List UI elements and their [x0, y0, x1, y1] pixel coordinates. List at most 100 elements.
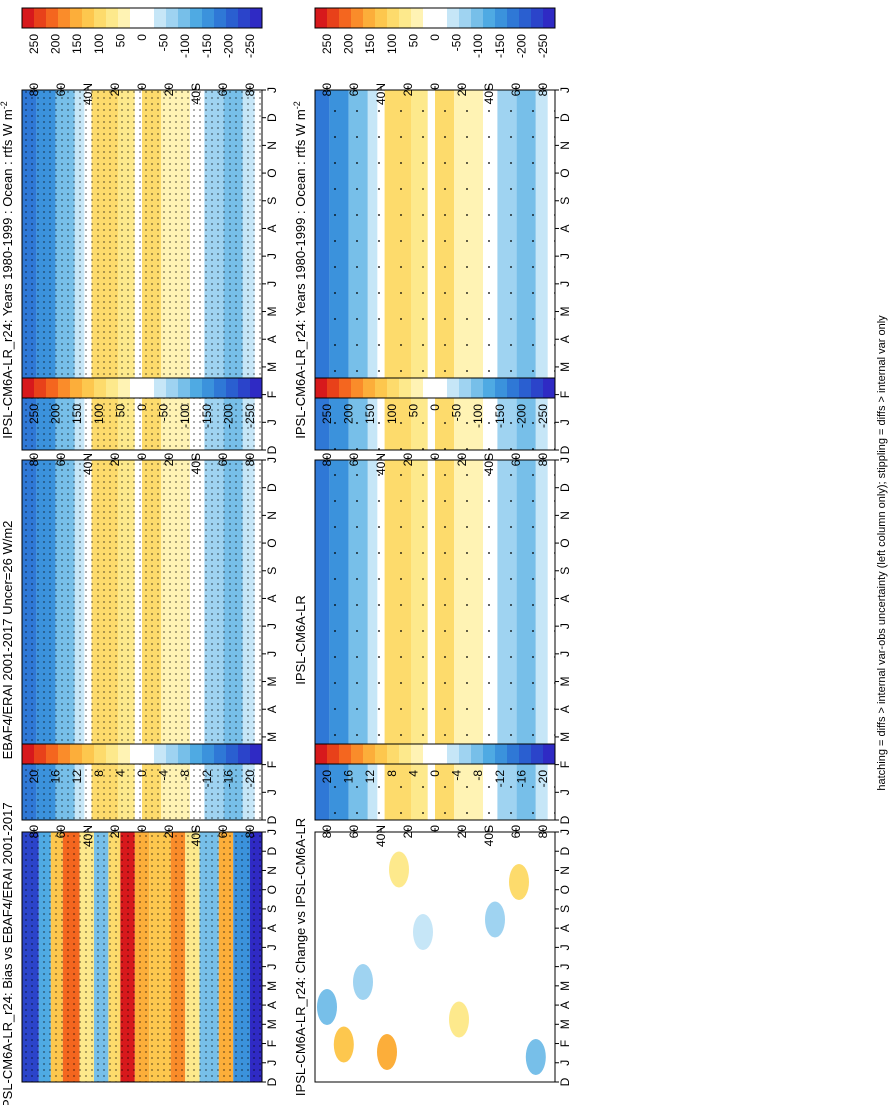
month-tick-label: D	[265, 815, 279, 824]
lat-tick-label: 60	[216, 83, 230, 97]
colorbar-swatch	[399, 378, 412, 398]
colorbar-label: -150	[200, 34, 214, 58]
colorbar-label: -200	[514, 404, 528, 428]
colorbar-swatch	[387, 744, 400, 764]
lat-tick-label: 20	[455, 453, 469, 467]
stipple-overlay	[22, 832, 262, 1082]
month-tick-label: D	[265, 1077, 279, 1086]
lat-tick-label: 20	[108, 83, 122, 97]
colorbar-swatch	[411, 378, 424, 398]
colorbar-frame	[21, 7, 263, 29]
lat-tick-label: 40S	[189, 453, 203, 474]
month-tick-label: S	[558, 905, 572, 913]
colorbar-swatch	[118, 378, 131, 398]
month-tick-label: A	[265, 924, 279, 932]
month-tick-label: A	[558, 335, 572, 343]
colorbar-swatch	[214, 8, 227, 28]
month-tick-label: A	[265, 335, 279, 343]
colorbar-swatch	[363, 8, 376, 28]
colorbar-label: 4	[113, 770, 127, 777]
month-tick-label: A	[558, 924, 572, 932]
month-tick-label: J	[558, 281, 572, 287]
month-tick-label: S	[265, 197, 279, 205]
colorbar-swatch	[226, 8, 239, 28]
lat-tick-label: 60	[347, 83, 361, 97]
month-tick-label: M	[558, 677, 572, 687]
colorbar-swatch	[94, 744, 107, 764]
colorbar-swatch	[471, 378, 484, 398]
colorbar-swatch	[238, 744, 251, 764]
colorbar-label: -250	[243, 34, 257, 58]
colorbar-label: -4	[157, 770, 171, 781]
lat-tick-label: 0	[135, 825, 149, 832]
panel-5: 80 60 40N 20 0 20 40S 60 80DJFMAMJJASONDJIPSL-CM…	[0, 743, 279, 1105]
colorbar-swatch	[339, 378, 352, 398]
lat-tick-label: 40S	[482, 83, 496, 104]
colorbar-swatch	[106, 8, 119, 28]
colorbar-swatch	[250, 744, 263, 764]
lat-tick-label: 80	[243, 453, 257, 467]
lat-tick-label: 80	[27, 825, 41, 839]
lat-tick-label: 60	[347, 453, 361, 467]
colorbar-label: -12	[493, 770, 507, 788]
colorbar-swatch	[142, 744, 155, 764]
colorbar-label: -250	[536, 34, 550, 58]
lat-tick-label: 60	[54, 453, 68, 467]
colorbar-swatch	[226, 378, 239, 398]
colorbar-swatch	[202, 744, 215, 764]
colorbar-swatch	[543, 378, 556, 398]
colorbar-swatch	[154, 8, 167, 28]
title-superscript: -2	[292, 101, 302, 109]
colorbar: 250 200 150 100 50 0 -50 -100 -150 -200 -250	[21, 377, 263, 428]
colorbar-label: 8	[385, 770, 399, 777]
colorbar-swatch	[70, 8, 83, 28]
colorbar-label: 12	[70, 770, 84, 784]
colorbar-label: 0	[428, 770, 442, 777]
colorbar-swatch	[447, 378, 460, 398]
colorbar-label: 20	[320, 770, 334, 784]
lat-tick-label: 80	[27, 453, 41, 467]
month-tick-label: S	[558, 567, 572, 575]
colorbar-swatch	[315, 8, 328, 28]
month-tick-label: M	[558, 362, 572, 372]
colorbar-swatch	[118, 744, 131, 764]
colorbar-swatch	[483, 378, 496, 398]
month-tick-label: M	[558, 981, 572, 991]
month-tick-label: N	[265, 866, 279, 875]
lat-tick-label: 20	[162, 825, 176, 839]
month-tick-label: J	[558, 253, 572, 259]
lat-tick-label: 40S	[189, 83, 203, 104]
colorbar-label: -200	[221, 34, 235, 58]
colorbar-label: 100	[92, 404, 106, 424]
colorbar-swatch	[327, 744, 340, 764]
month-tick-label: J	[558, 789, 572, 795]
lat-tick-label: 0	[135, 453, 149, 460]
colorbar-label: -12	[200, 770, 214, 788]
colorbar-swatch	[471, 744, 484, 764]
colorbar-label: 150	[363, 404, 377, 424]
colorbar-swatch	[339, 8, 352, 28]
colorbar: 250 200 150 100 50 0 -50 -100 -150 -200 -250	[314, 7, 556, 58]
month-tick-label: J	[265, 944, 279, 950]
colorbar-swatch	[58, 8, 71, 28]
colorbar-swatch	[435, 8, 448, 28]
month-tick-label: O	[558, 885, 572, 894]
change-patch	[449, 1001, 469, 1038]
lat-tick-label: 40N	[81, 453, 95, 475]
colorbar-swatch	[459, 8, 472, 28]
lat-tick-label: 40N	[374, 453, 388, 475]
month-tick-label: J	[265, 964, 279, 970]
colorbar-frame	[314, 377, 556, 399]
change-patch	[413, 914, 433, 950]
stipple-overlay	[22, 460, 262, 820]
colorbar-swatch	[22, 744, 35, 764]
month-tick-label: J	[558, 651, 572, 657]
colorbar-swatch	[34, 378, 47, 398]
panel-title: IPSL-CM6A-LR	[293, 595, 308, 685]
colorbar-label: 0	[135, 34, 149, 41]
month-tick-label: J	[558, 87, 572, 93]
month-tick-label: D	[558, 483, 572, 492]
heatmap-field	[315, 832, 555, 1082]
month-tick-label: D	[265, 483, 279, 492]
colorbar-label: 150	[70, 34, 84, 54]
